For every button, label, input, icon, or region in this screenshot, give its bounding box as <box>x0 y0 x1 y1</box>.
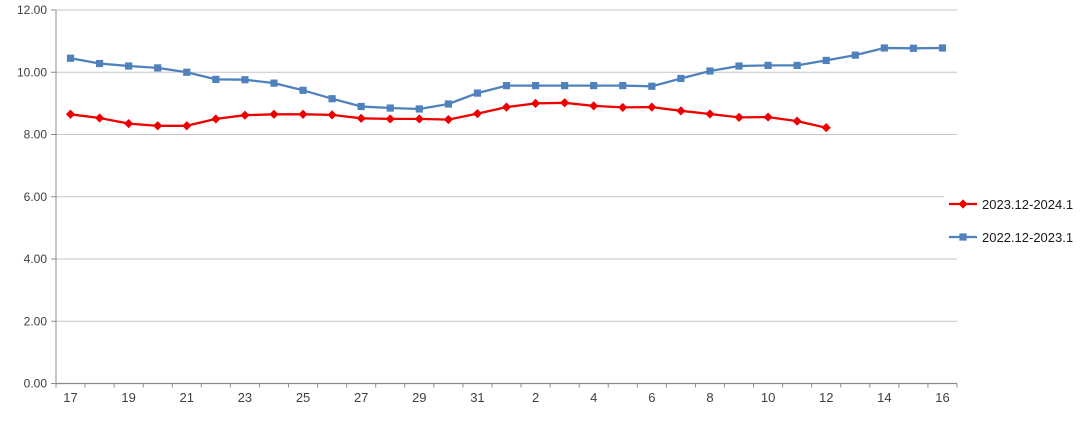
x-tick-label: 31 <box>470 390 484 405</box>
legend-marker-red-diamond-icon <box>949 199 977 209</box>
legend-label-2023-2024: 2023.12-2024.1 <box>982 196 1074 212</box>
series-2022.12-2023.1 <box>66 44 947 113</box>
x-tick-label: 19 <box>121 390 135 405</box>
x-tick-label: 21 <box>180 390 194 405</box>
x-axis-labels: 17 19 21 23 25 27 29 31 2 4 6 8 10 12 14 16 <box>63 390 949 405</box>
x-tick-label: 10 <box>761 390 775 405</box>
y-tick-label: 10.00 <box>17 65 47 79</box>
y-tick-label: 6.00 <box>24 190 48 204</box>
x-tick-label: 23 <box>238 390 252 405</box>
x-tick-label: 6 <box>648 390 655 405</box>
y-axis-labels: 0.00 2.00 4.00 6.00 8.00 10.00 12.00 <box>17 3 47 391</box>
y-tick-label: 4.00 <box>24 252 48 266</box>
x-tick-label: 14 <box>877 390 891 405</box>
x-tick-label: 17 <box>63 390 77 405</box>
x-tick-label: 25 <box>296 390 310 405</box>
y-tick-label: 0.00 <box>24 377 48 391</box>
legend-marker-blue-square-icon <box>949 233 977 241</box>
legend-label-2022-2023: 2022.12-2023.1 <box>982 229 1074 245</box>
axes <box>51 9 958 388</box>
x-tick-label: 8 <box>706 390 713 405</box>
x-tick-label: 4 <box>590 390 597 405</box>
gridlines <box>56 9 957 322</box>
legend-item-2023-2024[interactable]: 2023.12-2024.1 <box>948 194 1073 214</box>
x-tick-label: 16 <box>935 390 949 405</box>
legend: 2023.12-2024.1 2022.12-2023.1 <box>944 192 1078 249</box>
legend-item-2022-2023[interactable]: 2022.12-2023.1 <box>948 227 1073 247</box>
y-tick-label: 8.00 <box>24 128 48 142</box>
x-tick-label: 2 <box>532 390 539 405</box>
x-tick-label: 29 <box>412 390 426 405</box>
y-tick-label: 12.00 <box>17 3 47 17</box>
x-tick-label: 27 <box>354 390 368 405</box>
x-tick-label: 12 <box>819 390 833 405</box>
y-tick-label: 2.00 <box>24 314 48 328</box>
series-2023.12-2024.1 <box>65 98 831 133</box>
